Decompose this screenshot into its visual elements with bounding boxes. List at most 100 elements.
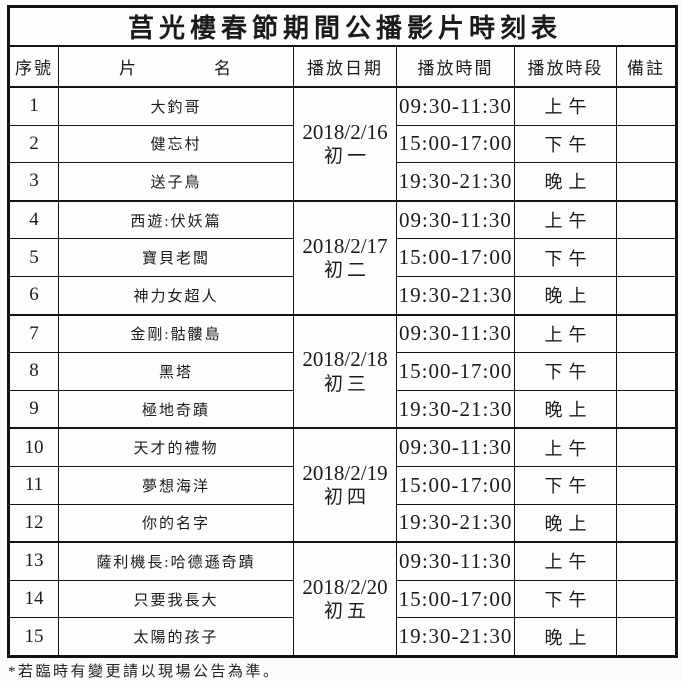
seq-cell: 8 [8, 352, 59, 391]
time-cell: 15:00-17:00 [396, 352, 515, 391]
period-cell: 下午 [514, 124, 617, 164]
film-name-cell: 寶貝老闆 [58, 238, 294, 277]
note-cell [615, 85, 678, 126]
column-header-seq: 序號 [8, 45, 59, 88]
note-cell [615, 199, 678, 240]
table-row: 13 薩利機長:哈德遜奇蹟 2018/2/20 初五 09:30-11:30 上午 [8, 541, 678, 657]
seq-cell: 3 [8, 162, 59, 202]
film-name-cell: 你的名字 [58, 503, 294, 543]
period-cell: 下午 [514, 579, 617, 619]
film-name-cell: 極地奇蹟 [58, 389, 294, 429]
film-name-cell: 大釣哥 [58, 85, 294, 126]
lunar-day-text: 初三 [323, 373, 370, 395]
period-cell: 晚上 [514, 275, 617, 316]
date-text: 2018/2/19 [302, 461, 388, 486]
date-cell: 2018/2/19 初四 [293, 427, 397, 543]
film-name-cell: 薩利機長:哈德遜奇蹟 [58, 541, 294, 581]
seq-cell: 15 [8, 617, 59, 657]
table-row: 15 太陽的孩子 19:30-21:30 晚上 [8, 617, 678, 657]
film-name-cell: 太陽的孩子 [58, 617, 294, 657]
seq-cell: 9 [8, 389, 59, 429]
table-row: 12 你的名字 19:30-21:30 晚上 [8, 503, 678, 543]
title-row: 莒光樓春節期間公播影片時刻表 [7, 6, 678, 47]
column-header-period: 播放時段 [514, 45, 617, 88]
table-row: 7 金剛:骷髏島 2018/2/18 初三 09:30-11:30 上午 [8, 313, 678, 429]
table-row: 3 送子鳥 19:30-21:30 晚上 [8, 162, 678, 202]
table-row: 6 神力女超人 19:30-21:30 晚上 [8, 275, 678, 316]
date-cell: 2018/2/16 初一 [293, 86, 397, 202]
time-cell: 09:30-11:30 [396, 85, 515, 126]
table-row: 5 寶貝老闆 15:00-17:00 下午 [8, 238, 678, 277]
film-name-cell: 天才的禮物 [58, 427, 294, 467]
seq-cell: 12 [8, 503, 59, 543]
column-header-time: 播放時間 [396, 45, 515, 88]
table-row: 8 黑塔 15:00-17:00 下午 [8, 352, 678, 391]
seq-cell: 7 [8, 313, 59, 354]
date-text: 2018/2/16 [302, 119, 388, 144]
time-cell: 09:30-11:30 [396, 427, 515, 467]
table-row: 14 只要我長大 15:00-17:00 下午 [8, 579, 678, 619]
note-cell [615, 503, 678, 543]
film-name-cell: 送子鳥 [58, 162, 294, 202]
header-row: 序號 片 名 播放日期 播放時間 播放時段 備註 [8, 45, 678, 88]
page-title: 莒光樓春節期間公播影片時刻表 [7, 6, 678, 47]
period-cell: 上午 [514, 427, 617, 467]
time-cell: 15:00-17:00 [396, 124, 515, 164]
film-name-cell: 金剛:骷髏島 [58, 313, 294, 354]
seq-cell: 4 [8, 199, 59, 240]
period-cell: 上午 [514, 541, 617, 581]
film-name-cell: 黑塔 [58, 352, 294, 391]
footnote: *若臨時有變更請以現場公告為準。 [8, 663, 281, 680]
note-cell [615, 275, 678, 316]
note-cell [615, 541, 678, 581]
note-cell [615, 162, 678, 202]
time-cell: 09:30-11:30 [396, 541, 515, 581]
period-cell: 晚上 [514, 503, 617, 543]
time-cell: 15:00-17:00 [396, 465, 515, 505]
period-cell: 下午 [514, 238, 617, 277]
table-row: 1 大釣哥 2018/2/16 初一 09:30-11:30 上午 [8, 85, 678, 202]
column-header-film-name: 片 名 [58, 45, 294, 88]
note-cell [615, 352, 678, 391]
seq-cell: 13 [8, 541, 59, 581]
time-cell: 19:30-21:30 [396, 617, 515, 657]
lunar-day-text: 初二 [323, 259, 370, 281]
period-cell: 晚上 [514, 389, 617, 429]
film-name-cell: 西遊:伏妖篇 [58, 199, 294, 240]
date-text: 2018/2/18 [302, 347, 388, 372]
time-cell: 09:30-11:30 [396, 199, 515, 240]
note-cell [615, 389, 678, 429]
schedule-table-body: 莒光樓春節期間公播影片時刻表 序號 片 名 播放日期 播放時間 播放時段 備註 … [7, 6, 678, 657]
seq-cell: 10 [8, 427, 59, 467]
column-header-date: 播放日期 [293, 45, 397, 88]
table-row: 2 健忘村 15:00-17:00 下午 [8, 124, 678, 164]
time-cell: 09:30-11:30 [396, 313, 515, 354]
time-cell: 19:30-21:30 [396, 503, 515, 543]
note-cell [615, 238, 678, 277]
note-cell [615, 465, 678, 505]
lunar-day-text: 初一 [323, 146, 370, 168]
note-cell [615, 427, 678, 467]
date-text: 2018/2/17 [302, 233, 388, 258]
table-row: 10 天才的禮物 2018/2/19 初四 09:30-11:30 上午 [8, 427, 678, 543]
schedule-table: 莒光樓春節期間公播影片時刻表 序號 片 名 播放日期 播放時間 播放時段 備註 … [7, 5, 679, 658]
seq-cell: 1 [8, 85, 59, 126]
seq-cell: 14 [8, 579, 59, 619]
time-cell: 19:30-21:30 [396, 389, 515, 429]
period-cell: 下午 [514, 465, 617, 505]
seq-cell: 11 [8, 465, 59, 505]
film-name-cell: 夢想海洋 [58, 465, 294, 505]
period-cell: 晚上 [514, 617, 617, 657]
film-name-cell: 神力女超人 [58, 275, 294, 316]
time-cell: 15:00-17:00 [396, 238, 515, 277]
period-cell: 上午 [514, 85, 617, 126]
date-cell: 2018/2/18 初三 [293, 313, 397, 429]
time-cell: 19:30-21:30 [396, 162, 515, 202]
time-cell: 19:30-21:30 [396, 275, 515, 316]
period-cell: 下午 [514, 352, 617, 391]
film-name-cell: 健忘村 [58, 124, 294, 164]
date-cell: 2018/2/17 初二 [293, 199, 397, 316]
period-cell: 晚上 [514, 162, 617, 202]
note-cell [615, 124, 678, 164]
